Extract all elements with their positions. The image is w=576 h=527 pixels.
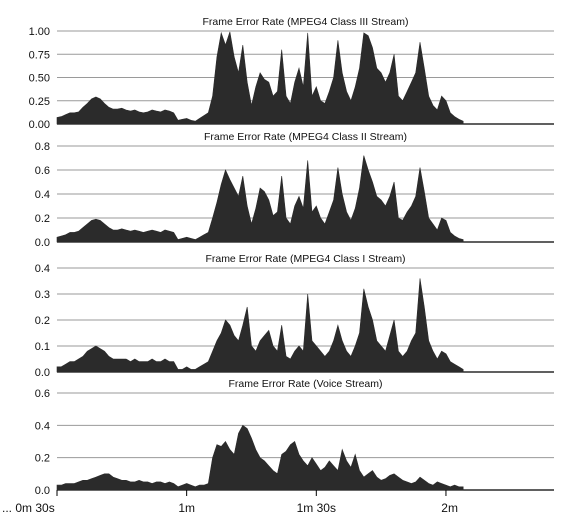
chart-title: Frame Error Rate (MPEG4 Class II Stream) bbox=[204, 131, 407, 143]
x-tick-label: ... 0m 30s bbox=[2, 501, 55, 515]
y-tick-label: 0.50 bbox=[29, 73, 50, 85]
y-tick-label: 0.0 bbox=[35, 237, 50, 249]
y-tick-label: 0.75 bbox=[29, 49, 50, 61]
x-tick-label: 1m 30s bbox=[297, 501, 336, 515]
y-tick-label: 0.6 bbox=[35, 388, 50, 400]
y-tick-label: 0.4 bbox=[35, 189, 50, 201]
chart-panel-1: Frame Error Rate (MPEG4 Class III Stream… bbox=[29, 16, 554, 131]
chart-title: Frame Error Rate (Voice Stream) bbox=[228, 378, 382, 390]
y-tick-label: 0.6 bbox=[35, 165, 50, 177]
y-tick-label: 0.25 bbox=[29, 96, 50, 108]
y-tick-label: 0.0 bbox=[35, 485, 50, 497]
chart-panel-2: Frame Error Rate (MPEG4 Class II Stream)… bbox=[35, 131, 554, 249]
chart-title: Frame Error Rate (MPEG4 Class I Stream) bbox=[205, 253, 405, 265]
chart-panel-4: Frame Error Rate (Voice Stream) 0.0 0.2 0.4… bbox=[35, 378, 554, 497]
y-tick-label: 0.2 bbox=[35, 315, 50, 327]
y-tick-label: 0.4 bbox=[35, 263, 50, 275]
y-tick-label: 0.2 bbox=[35, 213, 50, 225]
y-tick-label: 0.1 bbox=[35, 341, 50, 353]
y-tick-label: 1.00 bbox=[29, 26, 50, 38]
x-tick-label: 1m bbox=[178, 501, 195, 515]
y-tick-label: 0.3 bbox=[35, 289, 50, 301]
chart-panel-3: Frame Error Rate (MPEG4 Class I Stream) 0… bbox=[35, 253, 554, 379]
y-tick-label: 0.2 bbox=[35, 453, 50, 465]
y-tick-label: 0.00 bbox=[29, 119, 50, 131]
series-area bbox=[56, 31, 464, 125]
y-tick-label: 0.0 bbox=[35, 367, 50, 379]
y-tick-label: 0.8 bbox=[35, 141, 50, 153]
x-tick-label: 2m bbox=[441, 501, 458, 515]
series-area bbox=[56, 155, 464, 243]
series-area bbox=[56, 278, 464, 373]
series-area bbox=[56, 424, 464, 491]
y-tick-label: 0.4 bbox=[35, 420, 50, 432]
chart-title: Frame Error Rate (MPEG4 Class III Stream… bbox=[203, 16, 409, 28]
